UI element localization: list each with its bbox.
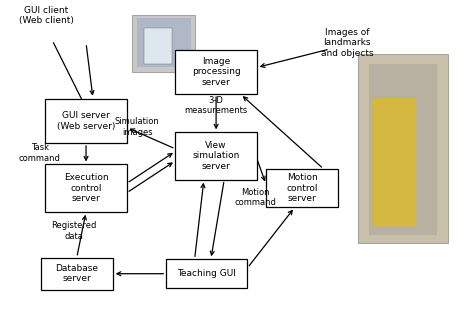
- FancyBboxPatch shape: [144, 27, 172, 64]
- Text: 3-D
measurements: 3-D measurements: [184, 96, 248, 115]
- Text: Images of
landmarks
and objects: Images of landmarks and objects: [320, 28, 373, 58]
- FancyBboxPatch shape: [137, 18, 191, 67]
- FancyBboxPatch shape: [358, 54, 448, 243]
- Text: Registered
data: Registered data: [51, 221, 96, 241]
- Text: Motion
control
server: Motion control server: [286, 173, 318, 203]
- Text: View
simulation
server: View simulation server: [192, 141, 240, 171]
- FancyBboxPatch shape: [266, 169, 338, 207]
- FancyBboxPatch shape: [46, 99, 127, 143]
- FancyBboxPatch shape: [372, 98, 416, 226]
- Text: Execution
control
server: Execution control server: [64, 173, 109, 203]
- Text: Simulation
images: Simulation images: [115, 117, 160, 137]
- FancyBboxPatch shape: [175, 132, 257, 180]
- Text: Database
server: Database server: [55, 264, 98, 283]
- FancyBboxPatch shape: [166, 259, 247, 288]
- FancyBboxPatch shape: [132, 15, 195, 72]
- FancyBboxPatch shape: [175, 50, 257, 94]
- Text: Task
command: Task command: [18, 143, 61, 163]
- Text: Motion
command: Motion command: [235, 188, 276, 207]
- FancyBboxPatch shape: [369, 64, 437, 236]
- Text: Image
processing
server: Image processing server: [191, 57, 240, 87]
- Text: Teaching GUI: Teaching GUI: [177, 269, 236, 278]
- FancyBboxPatch shape: [41, 258, 113, 290]
- FancyBboxPatch shape: [46, 164, 127, 212]
- Text: GUI server
(Web server): GUI server (Web server): [57, 111, 115, 130]
- Text: GUI client
(Web client): GUI client (Web client): [18, 6, 73, 25]
